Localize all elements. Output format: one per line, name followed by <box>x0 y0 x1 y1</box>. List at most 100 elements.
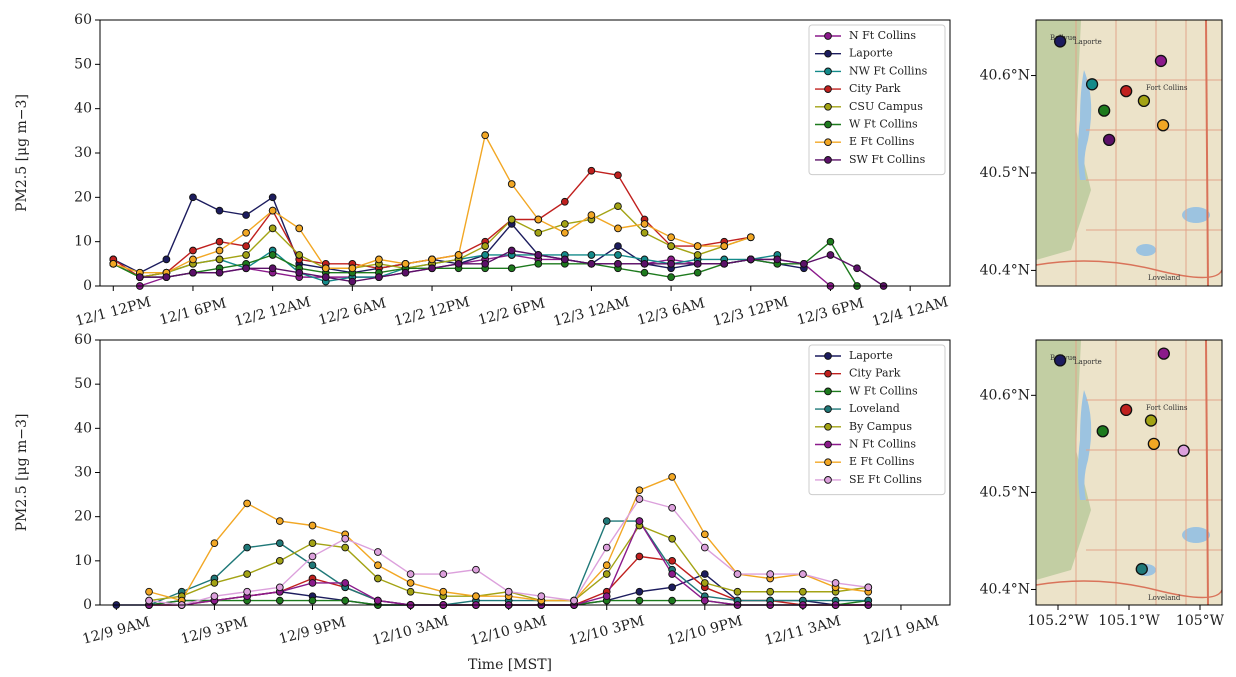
highway <box>1205 20 1209 286</box>
point <box>275 517 284 525</box>
point <box>321 264 330 273</box>
point <box>746 233 755 242</box>
legend-marker <box>824 32 832 40</box>
point <box>853 264 861 273</box>
x-tick-label: 12/1 6PM <box>158 295 228 328</box>
x-tick-label: 12/10 9PM <box>665 613 744 649</box>
site <box>1053 35 1067 48</box>
place-label: Laporte <box>1074 358 1102 366</box>
point <box>640 220 649 228</box>
point <box>374 548 382 556</box>
x-tick-label: 12/2 12AM <box>233 294 313 330</box>
point <box>667 233 675 242</box>
point <box>348 264 357 273</box>
x-tick-label: 105.2°W <box>1027 613 1089 629</box>
point <box>341 534 350 543</box>
point <box>268 193 277 202</box>
point <box>145 587 153 596</box>
legend-label: SW Ft Collins <box>849 153 926 166</box>
y-tick-label: 40 <box>74 101 92 117</box>
point <box>439 570 448 578</box>
legend-marker <box>824 67 832 76</box>
point <box>826 251 835 259</box>
site <box>1177 444 1190 457</box>
x-tick-label: 12/10 3PM <box>567 613 646 649</box>
x-tick-label: 12/11 9AM <box>861 613 941 649</box>
site <box>1154 54 1168 68</box>
point <box>215 268 224 277</box>
point <box>215 246 224 255</box>
point <box>472 565 480 574</box>
point <box>374 561 382 570</box>
point <box>635 587 644 596</box>
point <box>401 268 410 277</box>
site <box>1102 133 1116 146</box>
y-axis-label: PM2.5 [μg m−3] <box>14 414 30 532</box>
point <box>635 596 644 605</box>
place-label: Laporte <box>1074 38 1102 46</box>
point <box>215 255 224 264</box>
point <box>864 583 873 592</box>
legend-marker <box>824 120 832 129</box>
point <box>668 556 676 565</box>
point <box>341 596 350 605</box>
point <box>243 499 251 508</box>
lake <box>1078 390 1092 500</box>
point <box>614 251 622 259</box>
point <box>635 495 644 503</box>
point <box>268 206 277 215</box>
legend-label: W Ft Collins <box>849 118 918 131</box>
y-tick-label: 0 <box>83 597 92 613</box>
point <box>640 268 649 277</box>
point <box>374 596 382 605</box>
point <box>602 517 611 525</box>
legend-label: NW Ft Collins <box>849 64 928 77</box>
point <box>570 596 578 605</box>
x-tick-label: 105.1°W <box>1098 613 1160 629</box>
point <box>668 570 676 578</box>
point <box>614 242 622 250</box>
point <box>189 246 197 255</box>
legend-marker <box>824 156 832 164</box>
y-tick-label: 50 <box>74 56 92 72</box>
highway <box>1205 340 1209 605</box>
x-axis-label: Time [MST] <box>468 657 552 673</box>
legend-label: N Ft Collins <box>849 438 916 451</box>
point <box>308 561 317 570</box>
x-tick-label: 105°W <box>1176 613 1225 629</box>
legend-marker <box>824 49 832 58</box>
x-tick-label: 12/3 12PM <box>711 294 790 330</box>
map-frame <box>1035 19 1223 287</box>
terrain <box>1036 20 1091 260</box>
point <box>428 264 436 273</box>
y-tick-label: 40.4°N <box>980 262 1030 278</box>
point <box>614 224 622 233</box>
site <box>1120 403 1133 417</box>
point <box>766 587 775 596</box>
point <box>507 264 516 273</box>
series-line <box>148 476 869 602</box>
point <box>375 255 383 264</box>
legend-marker <box>824 85 832 93</box>
y-tick-label: 40.6°N <box>980 387 1030 403</box>
point <box>308 596 317 605</box>
point <box>374 574 382 583</box>
point <box>275 596 284 605</box>
point <box>560 220 569 228</box>
x-tick-label: 12/3 12AM <box>552 294 632 330</box>
point <box>268 224 277 233</box>
y-tick-label: 40.4°N <box>980 581 1030 597</box>
point <box>667 259 675 268</box>
place-label: Loveland <box>1148 274 1181 282</box>
y-tick-label: 0 <box>83 278 92 294</box>
point <box>668 583 676 592</box>
point <box>799 570 807 578</box>
point <box>560 228 569 237</box>
legend-label: SE Ft Collins <box>849 473 922 486</box>
point <box>215 237 224 246</box>
point <box>720 259 729 268</box>
point <box>341 543 350 552</box>
point <box>481 242 490 250</box>
site <box>1085 78 1099 91</box>
